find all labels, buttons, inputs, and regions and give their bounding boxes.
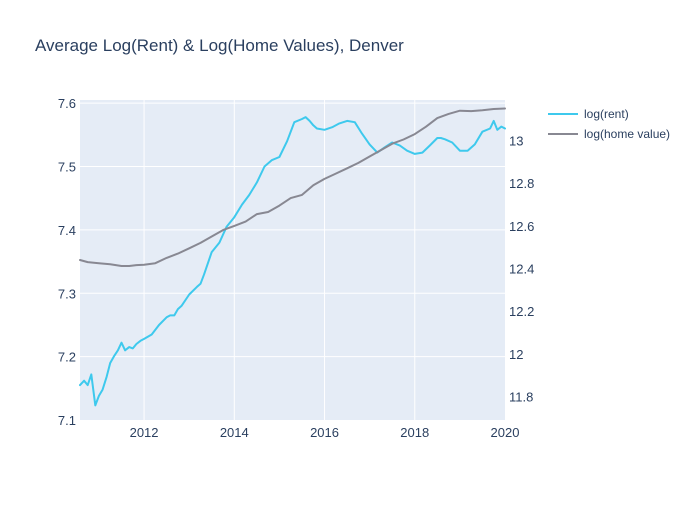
series-line-rent	[79, 116, 506, 407]
legend[interactable]: log(rent) log(home value)	[548, 107, 670, 141]
y2-tick-label: 12.8	[509, 176, 534, 191]
y-tick-label: 7.6	[58, 96, 76, 111]
x-tick-label: 2018	[400, 425, 429, 440]
legend-item[interactable]: log(rent)	[548, 107, 629, 121]
legend-label: log(rent)	[584, 107, 629, 121]
y-tick-label: 7.1	[58, 413, 76, 428]
axes: 2012 2014 2016 2018 2020 7.1 7.2 7.3 7.4 7.5 7.6 11…	[58, 96, 534, 440]
y-tick-label: 7.5	[58, 160, 76, 175]
y2-tick-label: 12.2	[509, 304, 534, 319]
grid-lines	[80, 100, 505, 420]
x-tick-label: 2016	[310, 425, 339, 440]
y2-tick-label: 12.6	[509, 219, 534, 234]
y-tick-label: 7.3	[58, 286, 76, 301]
y2-tick-label: 12	[509, 347, 523, 362]
y2-tick-label: 13	[509, 134, 523, 149]
x-tick-label: 2020	[491, 425, 520, 440]
legend-item[interactable]: log(home value)	[548, 127, 670, 141]
series-lines	[79, 107, 506, 407]
x-tick-label: 2014	[220, 425, 249, 440]
x-tick-label: 2012	[130, 425, 159, 440]
y2-tick-label: 12.4	[509, 262, 534, 277]
y2-tick-label: 11.8	[509, 390, 533, 405]
legend-label: log(home value)	[584, 127, 670, 141]
y-tick-label: 7.2	[58, 350, 76, 365]
y-tick-label: 7.4	[58, 223, 76, 238]
plot-area	[80, 100, 505, 420]
series-line-home-value	[79, 107, 506, 267]
chart-title: Average Log(Rent) & Log(Home Values), De…	[35, 36, 404, 55]
